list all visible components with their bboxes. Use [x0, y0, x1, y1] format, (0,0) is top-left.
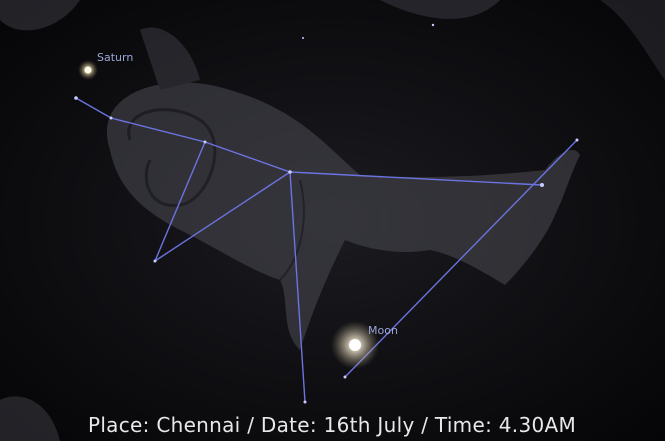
star — [154, 260, 157, 263]
sky-view: Saturn Moon Place: Chennai / Date: 16th … — [0, 0, 665, 441]
star — [302, 37, 304, 39]
page: Saturn Moon Place: Chennai / Date: 16th … — [0, 0, 665, 441]
star — [576, 139, 579, 142]
moon — [349, 339, 361, 351]
star — [204, 141, 207, 144]
star — [288, 170, 292, 174]
star — [540, 183, 544, 187]
saturn-label: Saturn — [97, 51, 133, 64]
star — [110, 117, 113, 120]
saturn — [85, 67, 92, 74]
star — [344, 376, 347, 379]
star — [432, 24, 434, 26]
star — [74, 96, 78, 100]
caption: Place: Chennai / Date: 16th July / Time:… — [88, 413, 576, 437]
star — [304, 401, 307, 404]
moon-label: Moon — [368, 324, 398, 337]
